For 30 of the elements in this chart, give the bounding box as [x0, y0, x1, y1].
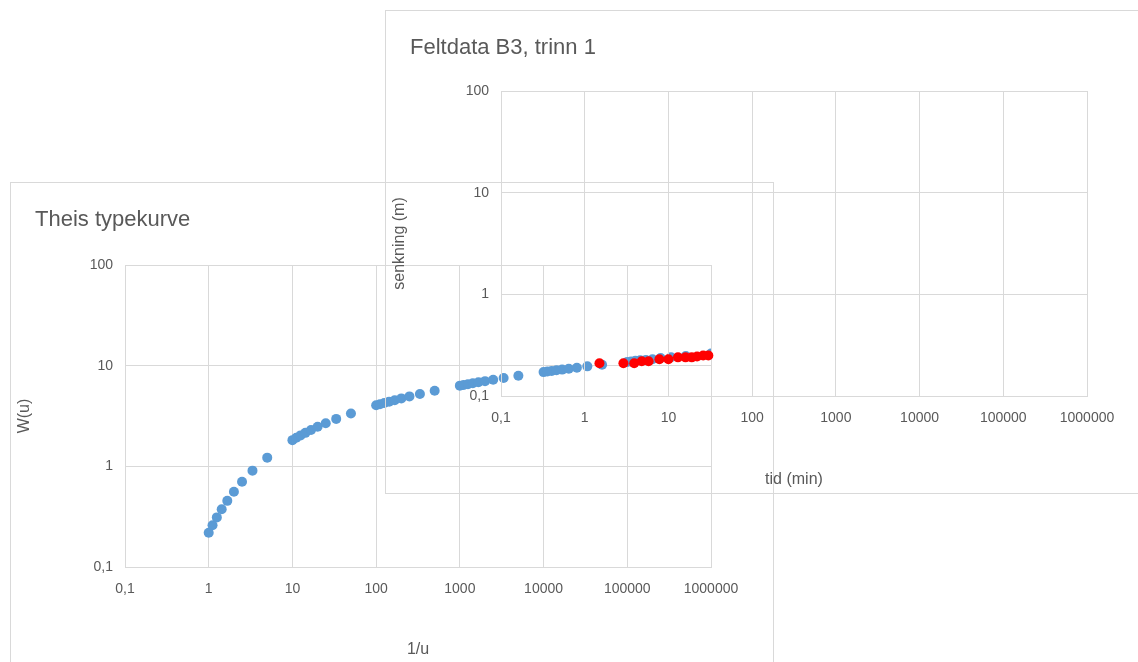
x-tick-label: 0,1	[491, 409, 511, 426]
chart-title: Feltdata B3, trinn 1	[410, 34, 596, 60]
x-tick-label: 1	[580, 409, 589, 426]
x-tick-label: 1000	[444, 580, 476, 597]
x-axis-title: tid (min)	[765, 469, 823, 487]
y-tick-label: 100	[89, 255, 114, 272]
x-tick-label: 100000	[603, 580, 651, 597]
y-tick-label: 0,1	[469, 386, 490, 403]
y-tick-label: 100	[465, 81, 490, 98]
y-tick-label: 10	[97, 356, 114, 373]
y-axis-title: W(u)	[15, 398, 33, 434]
y-tick-label: 0,1	[93, 557, 114, 574]
y-tick-label: 1	[105, 457, 114, 474]
x-tick-label: 1000000	[1059, 409, 1115, 426]
x-tick-label: 1000000	[683, 580, 739, 597]
y-tick-label: 10	[473, 183, 490, 200]
x-tick-label: 10000	[524, 580, 564, 597]
x-tick-label: 10000	[900, 409, 940, 426]
y-tick-label: 1	[481, 285, 490, 302]
x-tick-label: 1	[204, 580, 213, 597]
chart-title: Theis typekurve	[35, 206, 191, 232]
x-tick-label: 100000	[979, 409, 1027, 426]
x-tick-label: 10	[660, 409, 677, 426]
x-axis-title: 1/u	[406, 639, 430, 657]
x-tick-label: 0,1	[115, 580, 135, 597]
y-axis-title: senkning (m)	[390, 197, 408, 290]
x-tick-label: 100	[364, 580, 389, 597]
x-tick-label: 100	[740, 409, 765, 426]
x-tick-label: 10	[284, 580, 301, 597]
x-tick-label: 1000	[820, 409, 852, 426]
